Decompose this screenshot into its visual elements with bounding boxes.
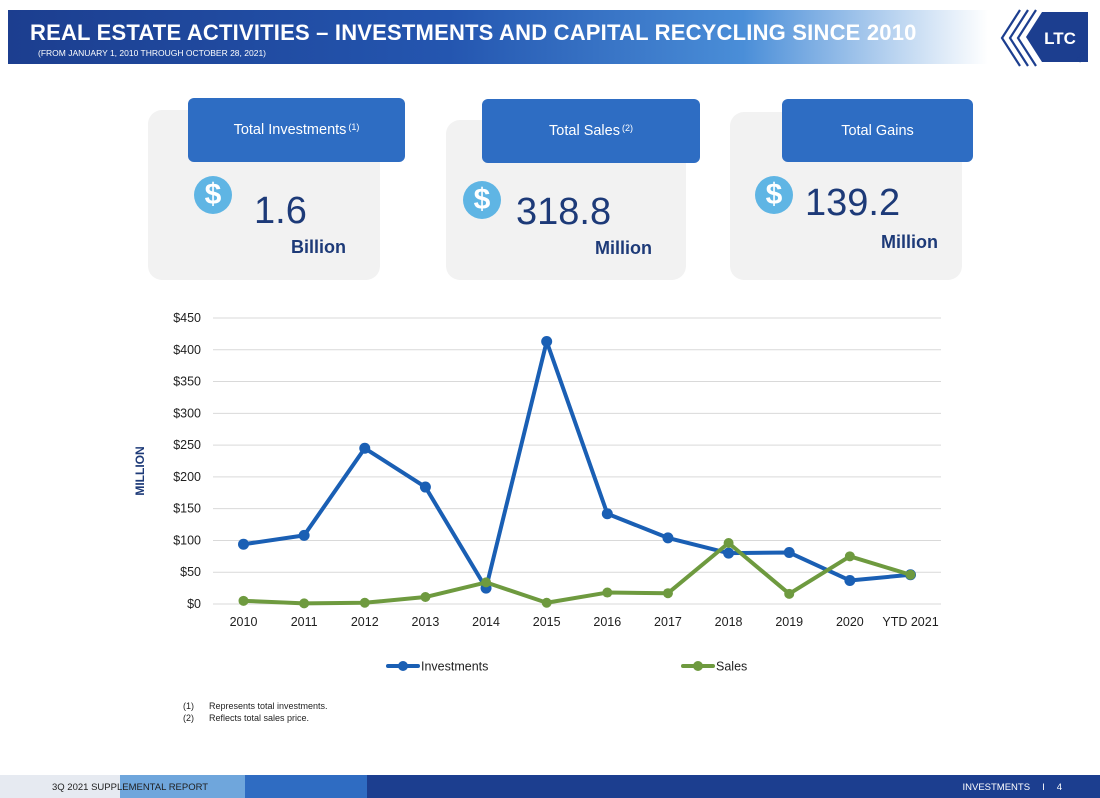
y-tick-label: $100	[173, 533, 201, 547]
sales-point	[541, 597, 552, 608]
investments-point	[783, 547, 795, 559]
footnote-mark: (2)	[183, 713, 194, 723]
sales-point	[844, 551, 855, 562]
footer-segment-sky	[120, 775, 245, 798]
sales-point	[723, 537, 734, 548]
x-tick-label: 2016	[593, 615, 621, 629]
x-tick-label: 2014	[472, 615, 500, 629]
header-bar	[8, 10, 988, 64]
footer-separator: I	[1042, 782, 1045, 793]
kpi-note-sales: (2)	[621, 123, 633, 133]
footer-page-info: INVESTMENTS I 4	[963, 782, 1063, 793]
dollar-icon: $	[755, 176, 793, 214]
sales-point	[481, 577, 492, 588]
sales-point	[602, 587, 613, 598]
kpi-header-investments: Total Investments (1)	[188, 98, 405, 162]
footer-section: INVESTMENTS	[962, 782, 1031, 793]
kpi-unit-investments: Billion	[291, 237, 346, 257]
legend-sales-marker	[693, 661, 703, 671]
x-tick-label: 2017	[654, 615, 682, 629]
kpi-value-sales: 318.8	[516, 191, 612, 233]
y-tick-label: $250	[173, 438, 201, 452]
legend-investments-marker	[398, 661, 408, 671]
kpi-header-sales: Total Sales (2)	[482, 99, 700, 163]
x-tick-label: 2010	[230, 615, 258, 629]
footer-segment-blue	[245, 775, 367, 798]
x-tick-label: YTD 2021	[882, 615, 938, 629]
footnote-text: Reflects total sales price.	[209, 713, 310, 723]
kpi-header-gains: Total Gains	[782, 99, 973, 162]
x-tick-label: 2012	[351, 615, 379, 629]
slide-footer: 3Q 2021 SUPPLEMENTAL REPORT INVESTMENTS …	[0, 775, 1100, 798]
investments-point	[359, 442, 371, 454]
legend-investments-label: Investments	[421, 660, 488, 674]
sales-point	[238, 595, 249, 606]
x-tick-label: 2013	[412, 615, 440, 629]
footnote: (2) Reflects total sales price.	[183, 712, 328, 724]
dollar-icon: $	[194, 176, 232, 214]
footer-report-title: 3Q 2021 SUPPLEMENTAL REPORT	[52, 782, 209, 793]
x-tick-label: 2020	[836, 615, 864, 629]
y-tick-label: $350	[173, 375, 201, 389]
sales-line	[241, 540, 913, 606]
investments-point	[844, 574, 856, 586]
y-tick-label: $0	[187, 597, 201, 611]
sales-point	[299, 598, 310, 609]
x-tick-label: 2011	[291, 615, 318, 629]
page-subtitle: (FROM JANUARY 1, 2010 THROUGH OCTOBER 28…	[38, 48, 266, 58]
footnotes: (1) Represents total investments. (2) Re…	[183, 700, 328, 724]
investments-line	[241, 339, 913, 591]
sales-point	[359, 597, 370, 608]
kpi-label-sales: Total Sales	[549, 123, 620, 139]
sales-point	[784, 588, 795, 599]
y-tick-label: $300	[173, 406, 201, 420]
slide-header: REAL ESTATE ACTIVITIES – INVESTMENTS AND…	[0, 0, 1100, 72]
footnote-mark: (1)	[183, 701, 194, 711]
logo-text: LTC	[1044, 29, 1076, 48]
x-tick-label: 2015	[533, 615, 561, 629]
legend-sales-label: Sales	[716, 660, 747, 674]
y-tick-label: $450	[173, 311, 201, 325]
ltc-reit-logo: LTC REIT	[1000, 9, 1090, 67]
investments-point	[541, 336, 553, 348]
investments-point	[662, 532, 674, 544]
footer-segment-navy	[367, 775, 1100, 798]
footnote: (1) Represents total investments.	[183, 700, 328, 712]
investments-point	[238, 538, 249, 550]
x-tick-label: 2019	[775, 615, 803, 629]
investments-point	[419, 481, 431, 493]
y-tick-label: $400	[173, 343, 201, 357]
y-tick-label: $50	[180, 565, 201, 579]
sales-point	[420, 592, 431, 603]
kpi-label-gains: Total Gains	[841, 122, 914, 139]
page-title: REAL ESTATE ACTIVITIES – INVESTMENTS AND…	[30, 20, 917, 45]
investments-sales-line-chart: $0 $50 $100 $150 $200 $250 $300 $350 $400 $450 201…	[133, 311, 941, 674]
kpi-label-investments: Total Investments	[233, 122, 347, 138]
kpi-unit-sales: Million	[595, 238, 652, 258]
footnote-text: Represents total investments.	[209, 701, 328, 711]
kpi-note-investments: (1)	[348, 122, 360, 132]
kpi-unit-gains: Million	[881, 232, 938, 252]
y-tick-label: $200	[173, 470, 201, 484]
kpi-value-investments: 1.6	[254, 190, 307, 232]
sales-point	[662, 588, 673, 599]
investments-point	[298, 529, 310, 541]
investments-point	[723, 547, 735, 559]
y-tick-label: $150	[173, 502, 201, 516]
y-axis-title: MILLION	[133, 446, 147, 495]
sales-point	[905, 569, 916, 580]
x-tick-label: 2018	[715, 615, 743, 629]
investments-point	[601, 508, 613, 520]
page-number: 4	[1056, 782, 1062, 793]
dollar-icon: $	[463, 181, 501, 219]
kpi-value-gains: 139.2	[805, 182, 901, 224]
